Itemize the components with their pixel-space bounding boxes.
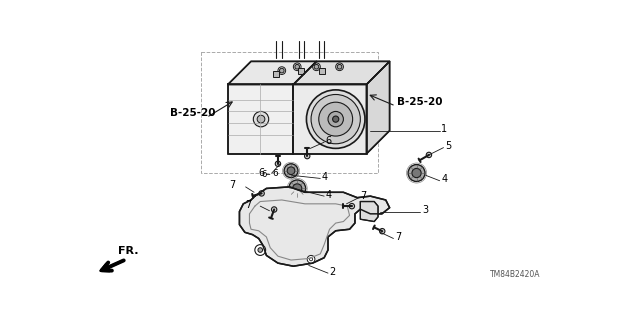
Circle shape	[305, 153, 310, 159]
Text: TM84B2420A: TM84B2420A	[490, 270, 540, 279]
Text: 7: 7	[360, 191, 367, 201]
Text: 6: 6	[326, 136, 332, 146]
Polygon shape	[228, 85, 293, 154]
Text: B-25-20: B-25-20	[170, 108, 216, 118]
Circle shape	[307, 90, 365, 148]
Circle shape	[337, 64, 342, 69]
Bar	[319, 68, 325, 74]
Polygon shape	[239, 187, 390, 266]
Circle shape	[295, 64, 300, 69]
Circle shape	[412, 168, 421, 178]
Text: 1: 1	[441, 124, 447, 134]
Circle shape	[314, 64, 319, 69]
Circle shape	[426, 152, 431, 158]
Circle shape	[292, 184, 302, 193]
Circle shape	[380, 228, 385, 234]
Text: 5: 5	[445, 141, 451, 151]
Circle shape	[253, 111, 269, 127]
Text: 6–: 6–	[261, 170, 271, 179]
Circle shape	[289, 180, 306, 197]
Text: 4: 4	[322, 172, 328, 182]
Circle shape	[319, 102, 353, 136]
Text: 4: 4	[326, 189, 332, 200]
Polygon shape	[228, 61, 316, 85]
Polygon shape	[293, 85, 367, 154]
Text: 3: 3	[422, 205, 428, 215]
Text: 7: 7	[244, 200, 251, 210]
Text: 2: 2	[330, 267, 336, 277]
Text: 6: 6	[259, 168, 265, 178]
Text: FR.: FR.	[118, 246, 138, 256]
Circle shape	[287, 167, 295, 174]
Bar	[201, 52, 378, 173]
Text: 7: 7	[395, 232, 401, 242]
Bar	[298, 68, 304, 74]
Circle shape	[349, 204, 355, 209]
Circle shape	[307, 256, 315, 263]
Circle shape	[258, 248, 262, 252]
Circle shape	[275, 161, 281, 167]
Circle shape	[328, 111, 344, 127]
Polygon shape	[360, 202, 378, 221]
Circle shape	[333, 116, 339, 122]
Circle shape	[271, 207, 277, 212]
Circle shape	[284, 164, 298, 178]
Text: 4: 4	[441, 174, 447, 184]
Circle shape	[259, 191, 264, 196]
Text: 7: 7	[229, 180, 236, 190]
Text: 6: 6	[273, 169, 278, 178]
Polygon shape	[367, 61, 390, 154]
Circle shape	[311, 94, 360, 144]
Circle shape	[257, 115, 265, 123]
Text: B-25-20: B-25-20	[397, 97, 443, 107]
Bar	[273, 70, 280, 77]
Circle shape	[255, 245, 266, 256]
Circle shape	[280, 68, 284, 73]
Circle shape	[408, 165, 425, 182]
Polygon shape	[293, 61, 390, 85]
